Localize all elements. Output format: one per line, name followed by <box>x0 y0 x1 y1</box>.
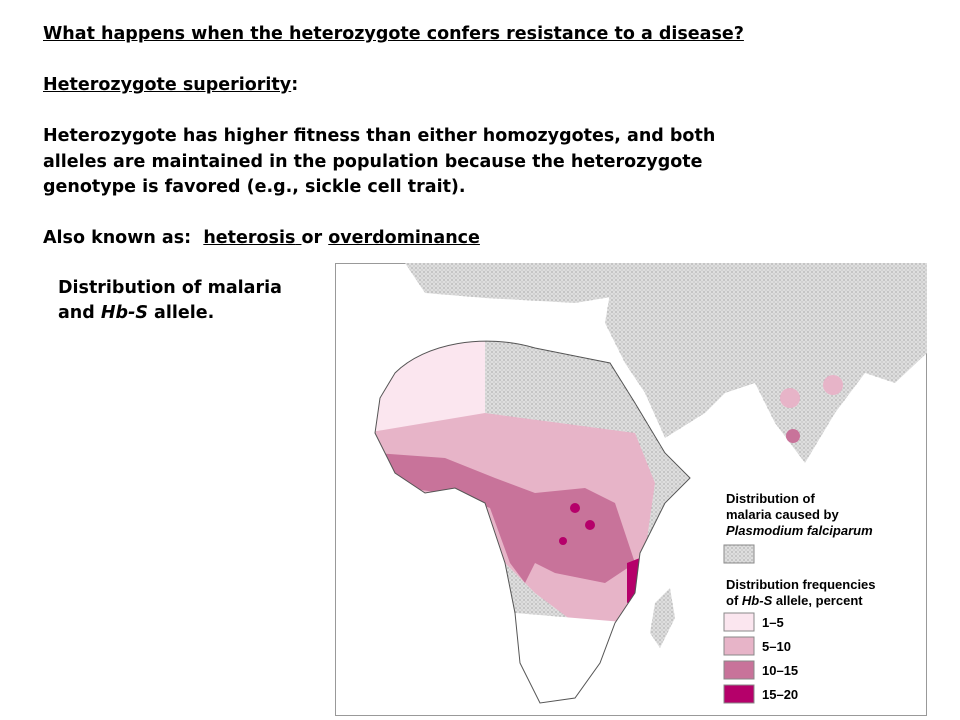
legend-text: Distribution frequencies <box>726 577 876 592</box>
aka-term: overdominance <box>328 228 480 248</box>
legend-label: 15–20 <box>762 687 798 702</box>
caption: Distribution of malaria and Hb-S allele. <box>58 276 288 326</box>
legend-label: 5–10 <box>762 639 791 654</box>
legend-swatch <box>723 544 755 564</box>
asia <box>605 263 927 463</box>
legend-swatch <box>723 660 755 680</box>
aka-label: Also known as: <box>43 228 192 248</box>
term: Heterozygote superiority <box>43 75 292 95</box>
definition-line: genotype is favored (e.g., sickle cell t… <box>43 177 466 197</box>
term-line: Heterozygote superiority: <box>43 73 298 99</box>
legend-label: 1–5 <box>762 615 784 630</box>
aka-joiner: or <box>301 228 323 248</box>
legend-text: malaria caused by <box>726 507 839 522</box>
term-punct: : <box>291 75 299 95</box>
europe <box>405 263 635 303</box>
africa-outline <box>374 340 691 704</box>
aka-term: heterosis <box>203 228 296 248</box>
madagascar <box>650 588 675 648</box>
legend-swatch <box>723 612 755 632</box>
definition-line: Heterozygote has higher fitness than eit… <box>43 126 716 146</box>
heading: What happens when the heterozygote confe… <box>43 24 744 44</box>
legend-text: of Hb-S allele, percent <box>726 593 863 608</box>
definition-line: alleles are maintained in the population… <box>43 151 703 172</box>
legend-ranges: 1–5 5–10 10–15 15–20 <box>723 612 798 704</box>
legend-label: 10–15 <box>762 663 798 678</box>
legend-swatch <box>723 636 755 656</box>
map: Distribution of malaria caused by Plasmo… <box>335 263 927 716</box>
legend-text: Distribution of <box>726 491 815 506</box>
legend-text: Plasmodium falciparum <box>726 523 873 538</box>
caption-text: allele. <box>154 303 215 323</box>
aka-line: Also known as: heterosis or overdominanc… <box>43 226 480 252</box>
legend-swatch <box>723 684 755 704</box>
caption-text: Distribution of malaria and <box>58 278 282 323</box>
caption-italic: Hb-S <box>100 303 148 323</box>
